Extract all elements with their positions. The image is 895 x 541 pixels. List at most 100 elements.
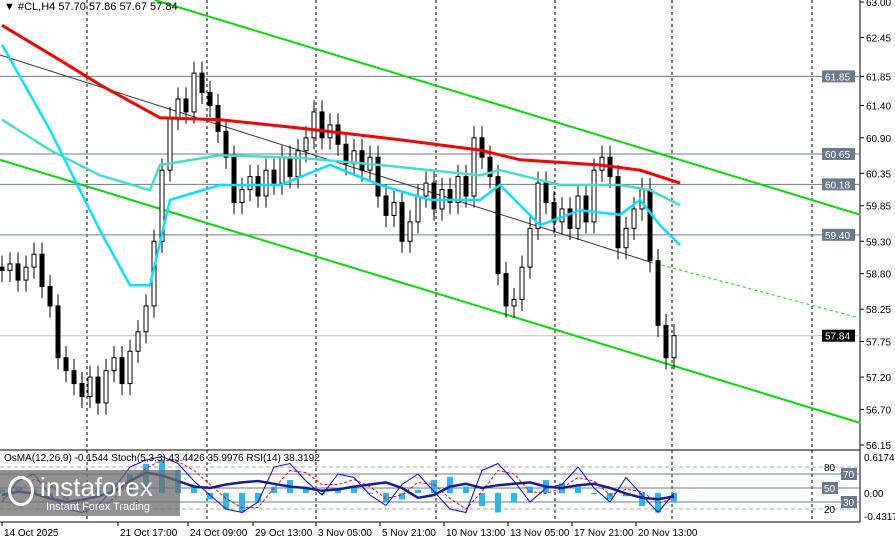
osma-bar — [591, 493, 597, 495]
time-label: 21 Oct 17:00 — [120, 528, 178, 539]
candle-body — [335, 124, 341, 145]
candle-body — [415, 195, 421, 223]
chart-title: ▼ #CL,H4 57.70 57.86 57.67 57.84 — [4, 1, 178, 13]
candle-body — [87, 376, 93, 397]
candle-body — [303, 137, 309, 152]
price-tick-label: 56.15 — [866, 441, 891, 452]
price-tick-label: 61.40 — [866, 101, 891, 112]
candle-body — [615, 176, 621, 249]
level-label: 60.65 — [825, 150, 850, 161]
osma-bar — [207, 493, 213, 500]
price-tick-label: 61.85 — [866, 72, 891, 83]
level-badge — [822, 228, 855, 241]
osc-level-badge — [841, 496, 857, 508]
price-tick-label: 58.80 — [866, 270, 891, 281]
time-label: 17 Nov 21:00 — [574, 528, 634, 539]
candle-body — [0, 266, 5, 271]
candle-body — [287, 156, 293, 178]
candle-body — [263, 169, 269, 197]
ma-mid-line — [1, 118, 681, 207]
candle-body — [551, 201, 557, 223]
candle-body — [479, 137, 485, 158]
channel-lower-line — [0, 158, 861, 424]
channel-upper-line — [154, 0, 861, 216]
osc-level-badge — [822, 482, 838, 494]
osma-bar — [607, 493, 613, 500]
osma-bar — [239, 493, 245, 513]
candle-body — [383, 195, 389, 216]
level-label: 61.85 — [825, 72, 850, 83]
candle-body — [503, 273, 509, 307]
watermark-tagline: Instant Forex Trading — [46, 501, 150, 513]
candle-body — [223, 130, 229, 158]
price-tick-label: 57.75 — [866, 338, 891, 349]
candle-body — [391, 201, 397, 216]
candle-body — [231, 156, 237, 203]
candle-body — [7, 263, 13, 271]
price-tick-label: 62.45 — [866, 34, 891, 45]
osma-bar — [191, 486, 197, 494]
candle-body — [183, 98, 189, 113]
osc-level-label: 20 — [824, 505, 836, 516]
candle-body — [399, 201, 405, 242]
candle-body — [543, 182, 549, 203]
candle-body — [655, 260, 661, 326]
candle-body — [159, 169, 165, 242]
candle-body — [191, 72, 197, 113]
candle-body — [527, 227, 533, 268]
candle-body — [495, 176, 501, 275]
candle-body — [239, 189, 245, 203]
level-label: 59.40 — [825, 231, 850, 242]
candle-body — [463, 176, 469, 197]
candle-body — [535, 182, 541, 229]
osc-zero-label: 0.00 — [864, 489, 884, 500]
candle-body — [511, 298, 517, 307]
candle-body — [63, 357, 69, 372]
candle-body — [271, 169, 277, 184]
candle-body — [519, 266, 525, 300]
candle-body — [343, 143, 349, 165]
osc-level-label: 80 — [824, 463, 836, 474]
price-tick-label: 56.70 — [866, 405, 891, 416]
candle-body — [95, 376, 101, 404]
candle-body — [647, 189, 653, 262]
osc-min-label: -0.4317 — [864, 512, 895, 523]
osma-bar — [271, 486, 277, 494]
osma-bar — [335, 489, 341, 494]
ma-fast-line — [0, 44, 681, 287]
osma-bar — [431, 480, 437, 494]
candle-body — [671, 335, 677, 359]
candle-body — [583, 195, 589, 223]
price-tick-label: 57.20 — [866, 373, 891, 384]
candle-body — [663, 324, 669, 359]
osma-bar — [495, 493, 501, 513]
indicator-label: OsMA(12,26,9) -0.1544 Stoch(5,3,3) 43.44… — [4, 453, 320, 464]
osma-bar — [255, 493, 261, 503]
candle-body — [199, 72, 205, 94]
level-label: 60.18 — [825, 180, 850, 191]
instaforex-watermark: instaforex Instant Forex Trading — [0, 470, 180, 516]
candle-body — [119, 357, 125, 385]
price-tick-label: 60.90 — [866, 134, 891, 145]
level-badge — [822, 70, 855, 83]
dropdown-arrow-icon[interactable]: ▼ — [4, 1, 15, 13]
candle-body — [47, 286, 53, 307]
osma-bar — [639, 493, 645, 506]
candle-body — [623, 227, 629, 249]
ohlc-values: 57.70 57.86 57.67 57.84 — [58, 1, 178, 13]
candle-body — [207, 92, 213, 106]
candle-body — [39, 253, 45, 288]
osma-bar — [463, 486, 469, 494]
candle-body — [319, 111, 325, 139]
candle-body — [247, 176, 253, 191]
osma-bar — [223, 493, 229, 510]
candle-body — [487, 156, 493, 178]
candle-body — [79, 383, 85, 397]
price-tick-label: 63.00 — [866, 0, 891, 9]
candle-body — [375, 156, 381, 197]
candle-body — [255, 176, 261, 197]
osma-bar — [447, 476, 453, 494]
osma-bar — [575, 486, 581, 494]
osc-level-label: 30 — [843, 498, 855, 509]
